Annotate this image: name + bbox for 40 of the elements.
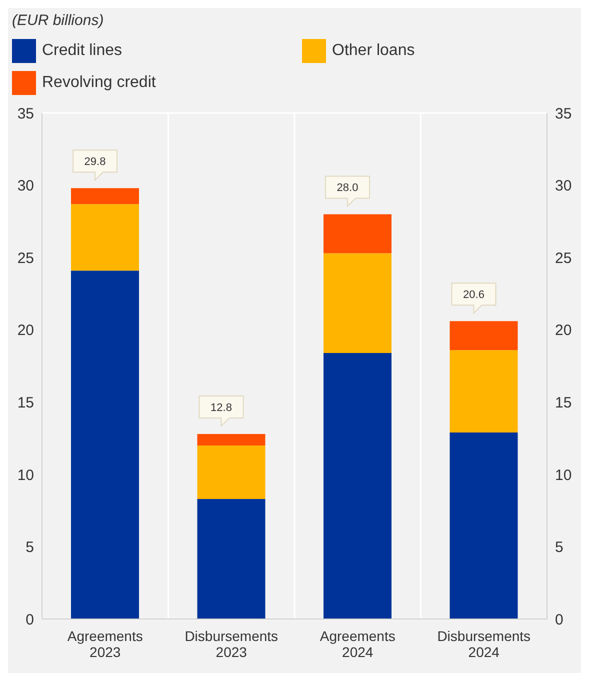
legend-label: Credit lines <box>41 41 124 61</box>
y2-tick-label: 20 <box>555 322 572 340</box>
x-tick-label: Disbursements 2024 <box>437 628 531 660</box>
y2-tick-label: 25 <box>555 250 572 267</box>
bar <box>197 434 266 446</box>
total-label: 29.8 <box>84 156 106 168</box>
bar <box>450 432 518 619</box>
bar <box>71 270 139 619</box>
y-tick-label: 35 <box>17 105 34 122</box>
x-tick-label: Agreements 2024 <box>320 628 396 660</box>
legend-label: Revolving credit <box>41 73 157 93</box>
y2-tick-label: 5 <box>555 539 564 556</box>
y2-tick-label: 0 <box>555 611 564 628</box>
legend-label: Other loans <box>331 41 416 61</box>
y2-tick-label: 15 <box>555 394 572 412</box>
y-tick-label: 20 <box>17 322 34 340</box>
total-label: 12.8 <box>210 402 232 414</box>
x-tick-label: Disbursements 2023 <box>184 628 278 660</box>
bar <box>324 253 392 353</box>
bar <box>197 446 266 500</box>
y-tick-label: 0 <box>26 611 34 628</box>
bar <box>71 204 139 271</box>
y-tick-label: 10 <box>17 466 34 484</box>
bar <box>324 214 392 254</box>
y-tick-label: 15 <box>17 394 34 412</box>
y-tick-label: 30 <box>17 178 34 195</box>
y2-tick-label: 30 <box>555 178 572 195</box>
y-tick-label: 25 <box>17 250 34 267</box>
total-label: 20.6 <box>463 289 484 302</box>
bar <box>450 321 518 350</box>
chart-subtitle: (EUR billions) <box>12 12 105 29</box>
bar <box>71 188 139 204</box>
y2-tick-label: 10 <box>555 466 572 484</box>
y2-tick-label: 35 <box>555 105 572 122</box>
bar <box>324 352 392 619</box>
y-tick-label: 5 <box>26 539 34 556</box>
x-tick-label: Agreements 2023 <box>67 628 143 660</box>
total-label: 28.0 <box>336 182 358 194</box>
bar <box>450 350 518 433</box>
bar <box>197 499 266 619</box>
